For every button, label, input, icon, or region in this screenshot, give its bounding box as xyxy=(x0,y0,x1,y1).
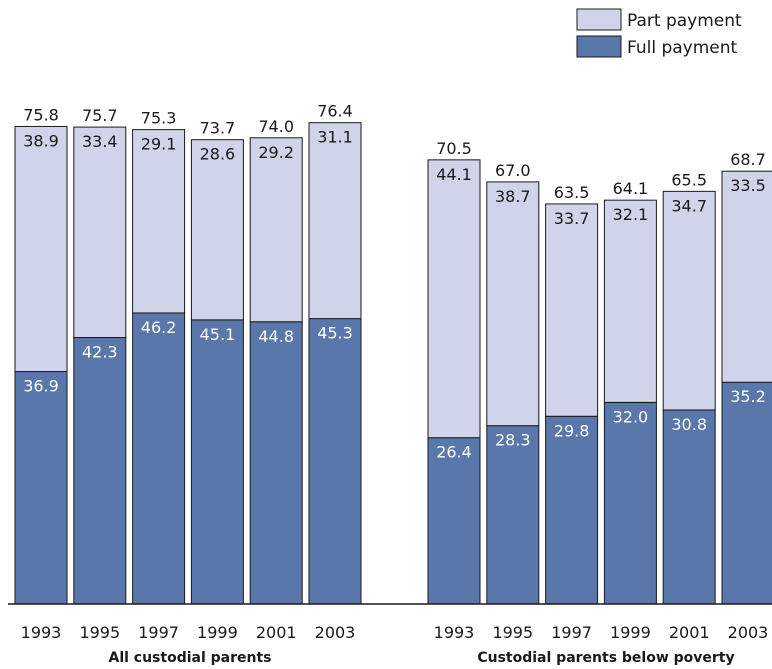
total-label-g1-1995: 67.0 xyxy=(495,161,531,180)
bar-full-g0-2003 xyxy=(308,318,362,605)
part-value-label-g1-1999: 32.1 xyxy=(613,205,649,224)
full-value-label-g1-1995: 28.3 xyxy=(495,431,531,450)
tick-label-g1-1995: 1995 xyxy=(492,623,533,642)
part-value-label-g1-2001: 34.7 xyxy=(671,196,707,215)
full-value-label-g0-2003: 45.3 xyxy=(317,324,353,343)
tick-label-g0-2001: 2001 xyxy=(256,623,297,642)
tick-label-g1-1993: 1993 xyxy=(434,623,475,642)
total-label-g0-1993: 75.8 xyxy=(23,105,59,124)
legend: Part payment Full payment xyxy=(576,8,742,58)
bar-full-g1-1997 xyxy=(545,415,599,605)
part-value-label-g1-1993: 44.1 xyxy=(436,165,472,184)
part-value-label-g1-1995: 38.7 xyxy=(495,187,531,206)
bar-full-g0-2001 xyxy=(249,321,303,605)
part-value-label-g1-2003: 33.5 xyxy=(730,176,766,195)
bar-full-g1-1995 xyxy=(486,425,540,605)
bar-part-g0-1993 xyxy=(14,125,68,373)
part-value-label-g0-1999: 28.6 xyxy=(200,145,236,164)
bar-full-g0-1993 xyxy=(14,371,68,605)
part-value-label-g0-1997: 29.1 xyxy=(141,135,177,154)
labels-layer: 75.8 38.9 36.9 1993 75.7 33.4 42.3 1995 75.3 29.1… xyxy=(21,102,769,642)
full-value-label-g0-1993: 36.9 xyxy=(23,377,59,396)
total-label-g0-2001: 74.0 xyxy=(258,117,294,136)
bar-full-g1-1999 xyxy=(603,401,657,605)
bar-part-g0-2003 xyxy=(308,122,362,320)
full-value-label-g1-1997: 29.8 xyxy=(554,421,590,440)
bar-part-g1-1999 xyxy=(603,199,657,403)
tick-label-g1-1999: 1999 xyxy=(610,623,651,642)
bar-full-g1-2001 xyxy=(662,409,716,605)
full-value-label-g0-2001: 44.8 xyxy=(258,327,294,346)
full-value-label-g1-1993: 26.4 xyxy=(436,443,472,462)
bar-part-g1-2003 xyxy=(721,170,772,383)
full-value-label-g1-1999: 32.0 xyxy=(613,407,649,426)
tick-label-g1-1997: 1997 xyxy=(551,623,592,642)
full-value-label-g0-1995: 42.3 xyxy=(82,343,118,362)
bar-part-g0-1997 xyxy=(132,129,186,314)
bar-part-g1-1997 xyxy=(545,203,599,417)
legend-label-part-payment: Part payment xyxy=(627,11,742,31)
tick-label-g1-2001: 2001 xyxy=(669,623,710,642)
tick-label-g1-2003: 2003 xyxy=(728,623,769,642)
total-label-g1-1993: 70.5 xyxy=(436,139,472,158)
tick-label-g0-1999: 1999 xyxy=(197,623,238,642)
group-label-all-custodial: All custodial parents xyxy=(108,650,271,666)
part-value-label-g0-1993: 38.9 xyxy=(23,131,59,150)
full-value-label-g1-2001: 30.8 xyxy=(671,415,707,434)
legend-swatch-part-payment xyxy=(576,8,622,31)
total-label-g0-2003: 76.4 xyxy=(317,102,353,121)
bar-full-g1-1993 xyxy=(427,437,481,605)
bar-full-g0-1995 xyxy=(73,337,127,605)
full-value-label-g0-1997: 46.2 xyxy=(141,318,177,337)
full-value-label-g1-2003: 35.2 xyxy=(730,387,766,406)
bar-part-g0-2001 xyxy=(249,137,303,323)
total-label-g1-2003: 68.7 xyxy=(730,150,766,169)
total-label-g0-1995: 75.7 xyxy=(82,106,118,125)
part-value-label-g0-2001: 29.2 xyxy=(258,143,294,162)
tick-label-g0-1997: 1997 xyxy=(138,623,179,642)
bar-full-g0-1999 xyxy=(190,319,244,605)
total-label-g1-2001: 65.5 xyxy=(671,170,707,189)
total-label-g0-1997: 75.3 xyxy=(141,109,177,128)
total-label-g1-1999: 64.1 xyxy=(613,179,649,198)
bar-part-g0-1999 xyxy=(190,139,244,321)
bar-part-g1-2001 xyxy=(662,190,716,411)
group-label-below-poverty: Custodial parents below poverty xyxy=(477,650,734,666)
tick-label-g0-2003: 2003 xyxy=(315,623,356,642)
part-value-label-g1-1997: 33.7 xyxy=(554,209,590,228)
part-value-label-g0-1995: 33.4 xyxy=(82,132,118,151)
tick-label-g0-1995: 1995 xyxy=(79,623,120,642)
bar-full-g1-2003 xyxy=(721,381,772,605)
legend-swatch-full-payment xyxy=(576,35,622,58)
bar-part-g1-1993 xyxy=(427,159,481,439)
full-value-label-g0-1999: 45.1 xyxy=(200,325,236,344)
bars-layer xyxy=(8,122,772,605)
bar-part-g1-1995 xyxy=(486,181,540,427)
total-label-g1-1997: 63.5 xyxy=(554,183,590,202)
legend-label-full-payment: Full payment xyxy=(627,38,738,58)
part-value-label-g0-2003: 31.1 xyxy=(317,128,353,147)
tick-label-g0-1993: 1993 xyxy=(21,623,62,642)
bar-full-g0-1997 xyxy=(132,312,186,605)
total-label-g0-1999: 73.7 xyxy=(200,119,236,138)
bar-part-g0-1995 xyxy=(73,126,127,339)
